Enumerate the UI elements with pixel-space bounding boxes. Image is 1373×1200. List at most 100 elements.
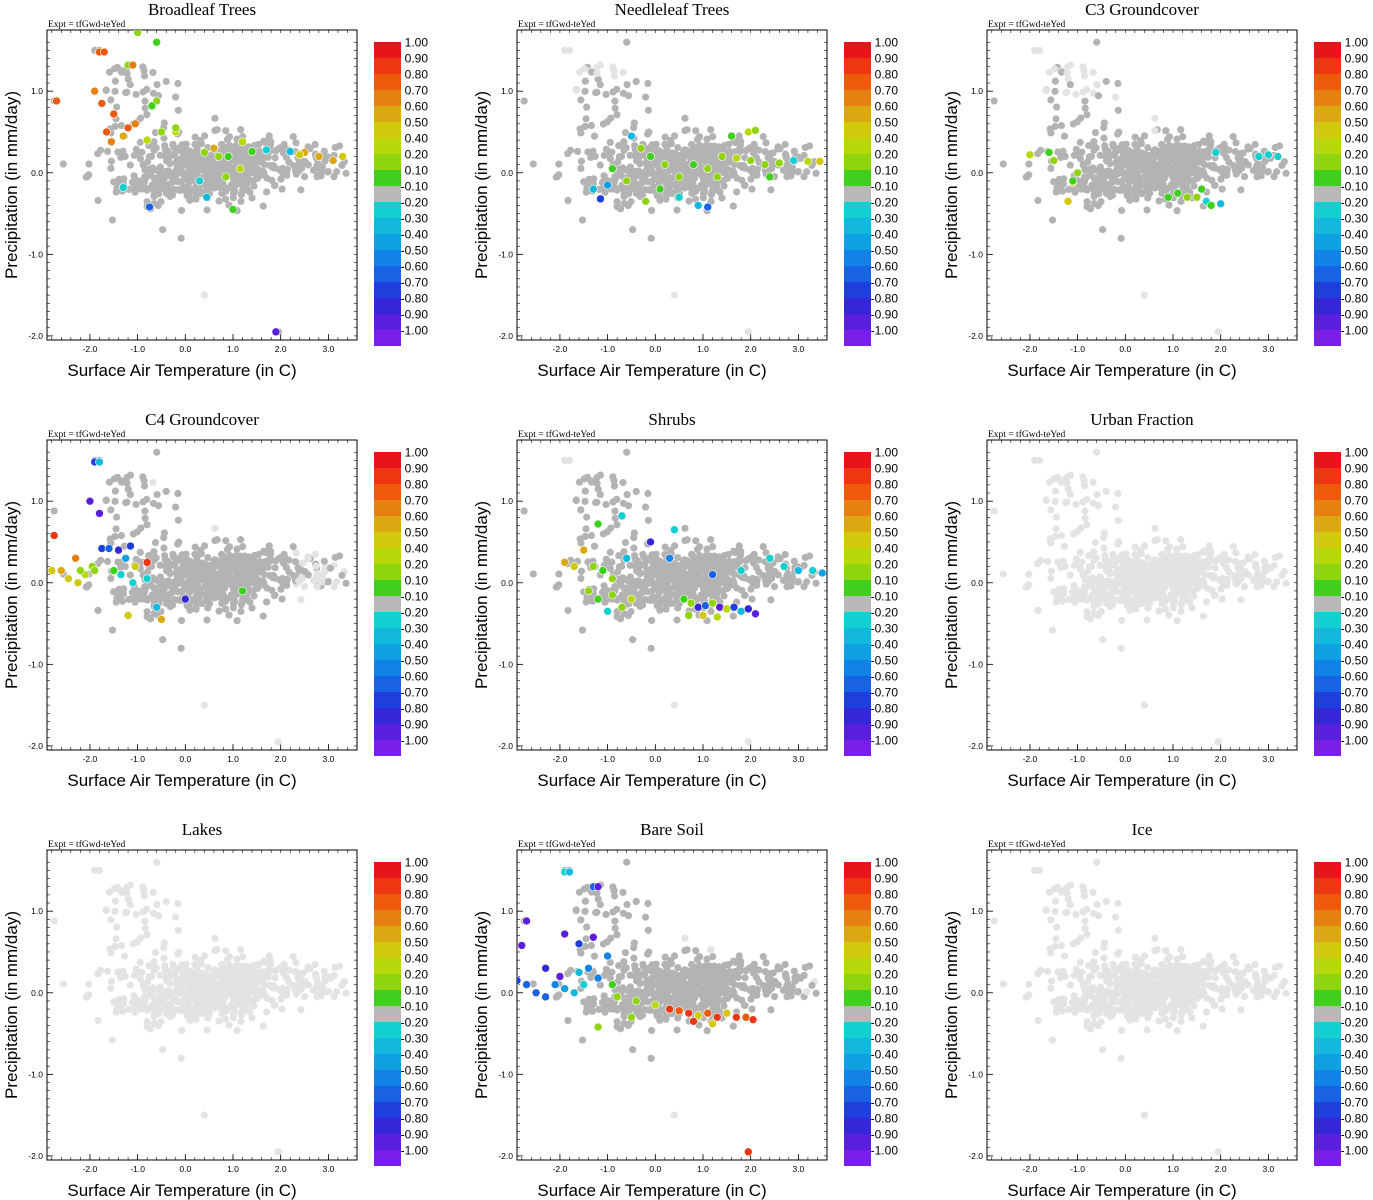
grey-point bbox=[136, 155, 144, 163]
colorbar-label: 0.70 bbox=[405, 494, 429, 508]
grey-point bbox=[1117, 206, 1126, 215]
grey-point bbox=[164, 564, 172, 573]
grey-point bbox=[619, 478, 627, 487]
grey-point bbox=[655, 588, 664, 597]
grey-point bbox=[1101, 142, 1109, 150]
grey-point bbox=[606, 558, 614, 567]
colored-point bbox=[617, 511, 627, 521]
colorbar-label: -0.80 bbox=[401, 702, 429, 716]
colored-point bbox=[126, 541, 135, 551]
colored-point bbox=[584, 586, 593, 596]
grey-point bbox=[1081, 104, 1089, 112]
colorbar-swatch bbox=[374, 74, 401, 90]
grey-point bbox=[667, 546, 675, 555]
grey-point bbox=[333, 578, 341, 586]
colorbar-swatch bbox=[374, 218, 401, 234]
grey-point bbox=[1167, 168, 1175, 177]
colored-point bbox=[95, 457, 104, 467]
colored-point bbox=[247, 147, 257, 156]
grey-point bbox=[297, 596, 305, 604]
grey-point bbox=[232, 591, 241, 599]
grey-point bbox=[164, 154, 172, 163]
grey-point bbox=[160, 529, 168, 537]
colored-point bbox=[145, 202, 154, 212]
colorbar-label: -0.20 bbox=[871, 606, 899, 620]
grey-point bbox=[251, 579, 259, 587]
grey-point bbox=[667, 189, 675, 197]
grey-point bbox=[119, 147, 127, 155]
grey-point bbox=[581, 122, 589, 131]
colorbar-swatch bbox=[374, 234, 401, 250]
grey-point bbox=[133, 528, 141, 536]
grey-point bbox=[134, 179, 142, 187]
grey-point bbox=[215, 197, 223, 205]
grey-point bbox=[271, 164, 279, 172]
grey-point bbox=[638, 179, 646, 187]
x-axis-label: Surface Air Temperature (in C) bbox=[537, 771, 766, 790]
grey-point bbox=[110, 65, 118, 73]
colorbar-swatch bbox=[844, 74, 871, 90]
grey-point bbox=[196, 559, 204, 567]
grey-point bbox=[611, 104, 619, 112]
colorbar-label: 0.10 bbox=[875, 574, 899, 588]
grey-point bbox=[803, 168, 811, 176]
grey-point bbox=[211, 594, 219, 602]
grey-point bbox=[741, 574, 749, 582]
grey-point bbox=[177, 566, 186, 574]
colored-point bbox=[679, 594, 689, 604]
x-axis-label: Surface Air Temperature (in C) bbox=[67, 361, 296, 380]
grey-point bbox=[1158, 149, 1166, 157]
colored-point bbox=[152, 602, 161, 612]
colored-point bbox=[209, 143, 219, 153]
y-tick-label: -2.0 bbox=[968, 741, 983, 751]
colored-point bbox=[751, 609, 760, 619]
grey-point bbox=[707, 126, 715, 134]
grey-point bbox=[552, 173, 560, 181]
x-tick-label: -1.0 bbox=[600, 754, 615, 764]
grey-point bbox=[712, 145, 720, 153]
colored-point bbox=[603, 607, 612, 616]
experiment-label: Expt = tfGwd-teYed bbox=[988, 19, 1065, 30]
grey-point bbox=[594, 75, 602, 83]
colorbar-swatch bbox=[1314, 58, 1341, 74]
grey-point bbox=[278, 595, 286, 603]
colored-point bbox=[794, 566, 803, 575]
colorbar-label: -0.60 bbox=[1341, 260, 1369, 274]
grey-point bbox=[248, 569, 256, 578]
colored-point bbox=[128, 578, 138, 588]
grey-point bbox=[112, 525, 120, 533]
grey-point bbox=[1063, 88, 1071, 96]
grey-point bbox=[249, 177, 257, 185]
grey-point bbox=[233, 545, 241, 553]
grey-point bbox=[702, 181, 711, 189]
grey-point bbox=[719, 587, 727, 595]
grey-point bbox=[228, 145, 236, 154]
scatter-points bbox=[520, 38, 825, 336]
grey-point bbox=[1112, 148, 1120, 156]
grey-point bbox=[655, 601, 663, 609]
grey-point bbox=[662, 195, 670, 203]
grey-point bbox=[632, 77, 640, 86]
colorbar-swatch bbox=[374, 314, 401, 330]
colorbar-swatch bbox=[844, 468, 871, 484]
grey-point bbox=[141, 104, 149, 112]
grey-point bbox=[673, 206, 681, 214]
grey-point bbox=[663, 144, 671, 152]
grey-point bbox=[644, 516, 652, 524]
grey-point bbox=[622, 588, 631, 596]
grey-point bbox=[1093, 80, 1101, 89]
colored-point bbox=[722, 604, 732, 614]
grey-point bbox=[680, 153, 688, 162]
grey-point bbox=[255, 568, 263, 576]
colored-point bbox=[703, 202, 713, 212]
grey-point bbox=[113, 103, 121, 111]
grey-point bbox=[176, 186, 184, 194]
chart-panel-5: Shrubs Expt = tfGwd-teYed -2.0 -1.0 0.0 1.0 2.… bbox=[472, 410, 898, 790]
colorbar-swatch bbox=[1314, 74, 1341, 90]
y-tick-label: 0.0 bbox=[971, 578, 983, 588]
grey-point bbox=[641, 503, 650, 511]
grey-point bbox=[1022, 173, 1030, 181]
grey-point bbox=[107, 574, 115, 583]
colored-point bbox=[1192, 192, 1202, 202]
colorbar-swatch bbox=[844, 154, 871, 170]
